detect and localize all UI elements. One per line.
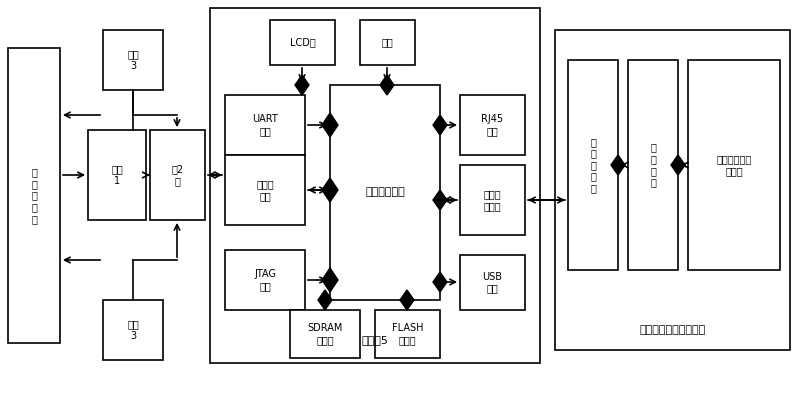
Bar bbox=[628, 60, 678, 270]
Bar bbox=[88, 130, 146, 220]
Polygon shape bbox=[433, 272, 447, 292]
Bar bbox=[103, 300, 163, 360]
Polygon shape bbox=[400, 290, 414, 310]
Text: 相2
机: 相2 机 bbox=[171, 164, 183, 186]
Bar bbox=[330, 85, 440, 300]
Bar bbox=[460, 165, 525, 235]
Bar bbox=[150, 130, 205, 220]
Polygon shape bbox=[322, 178, 338, 202]
Text: 分析仪5: 分析仪5 bbox=[362, 335, 389, 345]
Polygon shape bbox=[318, 290, 332, 310]
Text: 无线通
信模块: 无线通 信模块 bbox=[484, 189, 502, 211]
Bar bbox=[225, 250, 305, 310]
Bar bbox=[360, 20, 415, 65]
Polygon shape bbox=[322, 113, 338, 137]
Text: 光源
3: 光源 3 bbox=[127, 319, 139, 341]
Polygon shape bbox=[433, 190, 447, 210]
Bar bbox=[460, 95, 525, 155]
Text: 无
线
路
由
器: 无 线 路 由 器 bbox=[590, 137, 596, 193]
Bar bbox=[103, 30, 163, 90]
Bar bbox=[375, 310, 440, 358]
Text: 镜头
1: 镜头 1 bbox=[111, 164, 123, 186]
Polygon shape bbox=[295, 75, 309, 95]
Bar bbox=[225, 155, 305, 225]
Bar bbox=[460, 255, 525, 310]
Bar bbox=[555, 30, 790, 350]
Polygon shape bbox=[611, 155, 625, 175]
Polygon shape bbox=[671, 155, 685, 175]
Text: 视频解
码器: 视频解 码器 bbox=[256, 179, 274, 201]
Text: SDRAM
存储器: SDRAM 存储器 bbox=[307, 323, 342, 345]
Text: 光源
3: 光源 3 bbox=[127, 49, 139, 71]
Text: 电源: 电源 bbox=[382, 37, 394, 48]
Text: 牛
胴
体
切
面: 牛 胴 体 切 面 bbox=[31, 167, 37, 224]
Text: FLASH
存储器: FLASH 存储器 bbox=[392, 323, 423, 345]
Text: 嵌入式处理器: 嵌入式处理器 bbox=[365, 187, 405, 197]
Polygon shape bbox=[433, 115, 447, 135]
Bar bbox=[225, 95, 305, 155]
Text: 无
线
网
卡: 无 线 网 卡 bbox=[650, 143, 656, 187]
Text: USB
接口: USB 接口 bbox=[482, 272, 502, 293]
Polygon shape bbox=[380, 75, 394, 95]
Text: 牛肉品质分级
工作站: 牛肉品质分级 工作站 bbox=[716, 154, 752, 176]
Text: LCD屏: LCD屏 bbox=[290, 37, 315, 48]
Bar bbox=[568, 60, 618, 270]
Text: 上位机牛肉品质分级器: 上位机牛肉品质分级器 bbox=[639, 325, 706, 335]
Text: JTAG
接口: JTAG 接口 bbox=[254, 269, 276, 291]
Bar bbox=[290, 310, 360, 358]
Bar bbox=[688, 60, 780, 270]
Text: UART
串口: UART 串口 bbox=[252, 114, 278, 136]
Polygon shape bbox=[322, 268, 338, 292]
Bar bbox=[270, 20, 335, 65]
Bar bbox=[8, 48, 60, 343]
Text: RJ45
网口: RJ45 网口 bbox=[482, 114, 503, 136]
Bar bbox=[210, 8, 540, 363]
